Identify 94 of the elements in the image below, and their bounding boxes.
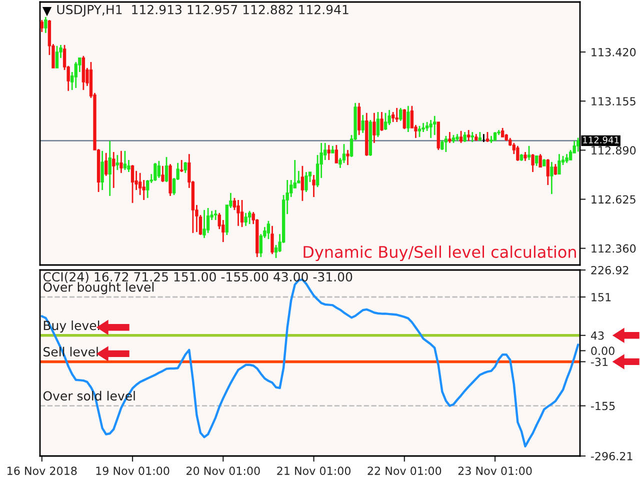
candlestick bbox=[55, 45, 59, 69]
candlestick bbox=[244, 212, 248, 227]
candlestick bbox=[312, 174, 316, 198]
candlestick bbox=[576, 137, 580, 152]
candlestick bbox=[531, 153, 534, 173]
candlestick bbox=[40, 19, 44, 33]
candlestick bbox=[388, 109, 391, 126]
candlestick bbox=[391, 111, 395, 123]
candlestick bbox=[327, 144, 330, 161]
candlestick bbox=[342, 143, 346, 164]
candlestick bbox=[112, 151, 116, 189]
candlestick bbox=[516, 145, 520, 162]
candlestick bbox=[300, 165, 304, 202]
candlestick bbox=[157, 160, 161, 179]
candlestick bbox=[248, 210, 252, 225]
x-tick-label: 22 Nov 01:00 bbox=[368, 466, 442, 476]
candlestick bbox=[346, 149, 350, 166]
y-tick-label: 43 bbox=[590, 331, 604, 340]
candlestick bbox=[558, 153, 561, 175]
candlestick bbox=[376, 111, 380, 138]
y-tick-label: 112.890 bbox=[592, 146, 636, 155]
candlestick bbox=[120, 150, 123, 174]
candlestick bbox=[358, 102, 361, 136]
candlestick bbox=[422, 122, 425, 133]
candlestick bbox=[554, 163, 558, 176]
candlestick bbox=[444, 135, 448, 153]
chart-title: CCI(24) 16.72 71.25 151.00 -155.00 43.00 -31.00 bbox=[43, 272, 352, 284]
y-tick-label: -31 bbox=[590, 358, 608, 366]
candlestick bbox=[463, 131, 466, 143]
candlestick bbox=[108, 140, 112, 197]
candlestick bbox=[240, 199, 244, 228]
candlestick bbox=[406, 105, 410, 133]
candlestick bbox=[138, 172, 142, 196]
candlestick bbox=[459, 130, 463, 144]
y-tick-label: -155 bbox=[590, 402, 615, 410]
candlestick bbox=[161, 165, 164, 183]
y-tick-label: 226.92 bbox=[591, 266, 628, 274]
candlestick bbox=[266, 220, 270, 240]
chart-title: USDJPY,H1 112.913 112.957 112.882 112.941 bbox=[57, 4, 348, 17]
candlestick bbox=[164, 156, 168, 183]
candlestick bbox=[433, 115, 436, 136]
candlestick bbox=[361, 114, 364, 134]
candlestick bbox=[399, 107, 402, 122]
candlestick bbox=[74, 61, 78, 89]
ref-line-label: Over bought level bbox=[43, 282, 154, 294]
annotation: Dynamic Buy/Sell level calculation bbox=[304, 246, 576, 262]
candlestick bbox=[154, 162, 157, 182]
candlestick bbox=[448, 131, 452, 144]
candlestick bbox=[500, 127, 504, 138]
candlestick bbox=[538, 153, 542, 168]
candlestick bbox=[486, 131, 490, 143]
y-tick-label: 151 bbox=[592, 293, 611, 302]
y-tick-label: -296.21 bbox=[590, 452, 632, 460]
candlestick bbox=[467, 129, 470, 142]
candlestick bbox=[236, 199, 240, 227]
candlestick bbox=[123, 150, 127, 171]
candlestick bbox=[334, 144, 338, 164]
candlestick bbox=[550, 161, 554, 195]
candlestick bbox=[270, 225, 274, 255]
candlestick bbox=[202, 209, 206, 239]
candlestick bbox=[116, 154, 120, 171]
candlestick bbox=[130, 164, 134, 204]
candlestick bbox=[214, 209, 218, 221]
candlestick bbox=[568, 149, 572, 161]
candlestick bbox=[527, 145, 531, 161]
ref-line-label: 112.941 bbox=[583, 136, 619, 144]
candlestick bbox=[206, 207, 210, 234]
candlestick bbox=[534, 155, 538, 167]
candlestick bbox=[380, 111, 384, 132]
y-tick-label: 113.420 bbox=[592, 48, 636, 56]
candlestick bbox=[429, 119, 432, 139]
candlestick bbox=[418, 125, 422, 138]
candlestick bbox=[395, 107, 398, 123]
candlestick bbox=[440, 139, 444, 151]
x-tick-label: 16 Nov 2018 bbox=[8, 466, 77, 476]
candlestick bbox=[44, 16, 48, 34]
candlestick bbox=[470, 131, 474, 143]
x-tick-label: 23 Nov 01:00 bbox=[458, 466, 532, 476]
candlestick bbox=[384, 112, 388, 131]
x-tick-label: 20 Nov 01:00 bbox=[186, 466, 260, 476]
y-tick-label: 113.155 bbox=[592, 97, 636, 106]
candlestick bbox=[104, 152, 108, 177]
candlestick bbox=[546, 158, 550, 186]
candlestick bbox=[304, 171, 308, 193]
y-tick-label: 112.360 bbox=[592, 244, 636, 253]
y-tick-label: 112.625 bbox=[592, 195, 636, 204]
x-tick-label: 21 Nov 01:00 bbox=[277, 466, 350, 476]
x-tick-label: 19 Nov 01:00 bbox=[96, 466, 170, 476]
candlestick bbox=[372, 112, 376, 144]
candlestick bbox=[180, 159, 184, 173]
candlestick bbox=[100, 150, 104, 191]
y-tick-label: 0.00 bbox=[591, 346, 614, 356]
candlestick bbox=[184, 161, 187, 174]
candlestick bbox=[402, 108, 406, 130]
